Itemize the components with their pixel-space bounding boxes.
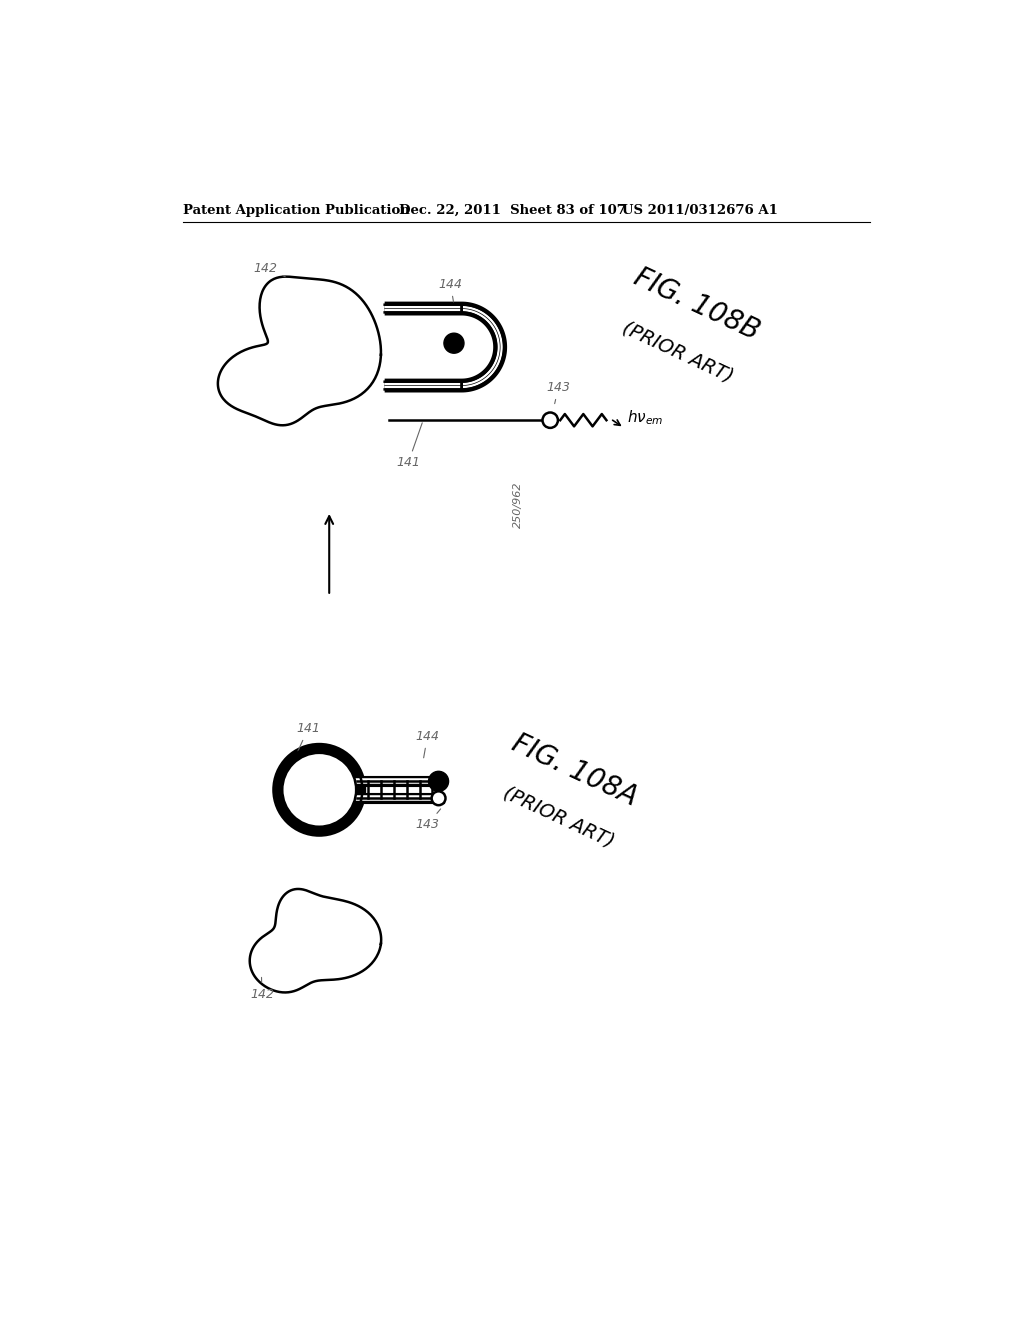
Text: (PRIOR ART): (PRIOR ART) (620, 318, 736, 385)
Text: 143: 143 (547, 381, 570, 404)
Text: Dec. 22, 2011  Sheet 83 of 107: Dec. 22, 2011 Sheet 83 of 107 (398, 205, 626, 218)
Circle shape (283, 752, 356, 826)
Circle shape (432, 792, 445, 805)
Text: 144: 144 (416, 730, 439, 758)
Text: 250/962: 250/962 (513, 482, 523, 528)
Text: US 2011/0312676 A1: US 2011/0312676 A1 (622, 205, 777, 218)
Text: Patent Application Publication: Patent Application Publication (183, 205, 410, 218)
Text: 144: 144 (438, 277, 463, 302)
Text: 142: 142 (250, 977, 273, 1001)
Text: FIG. 108B: FIG. 108B (630, 263, 764, 346)
Text: 143: 143 (416, 809, 440, 832)
Text: (PRIOR ART): (PRIOR ART) (500, 784, 617, 851)
Text: 141: 141 (396, 422, 422, 470)
Circle shape (543, 412, 558, 428)
Text: 142: 142 (253, 263, 286, 277)
Circle shape (444, 333, 464, 354)
Text: $h\nu_{em}$: $h\nu_{em}$ (628, 409, 664, 428)
Text: 141: 141 (296, 722, 321, 752)
Circle shape (429, 771, 449, 792)
Text: FIG. 108A: FIG. 108A (508, 729, 642, 812)
